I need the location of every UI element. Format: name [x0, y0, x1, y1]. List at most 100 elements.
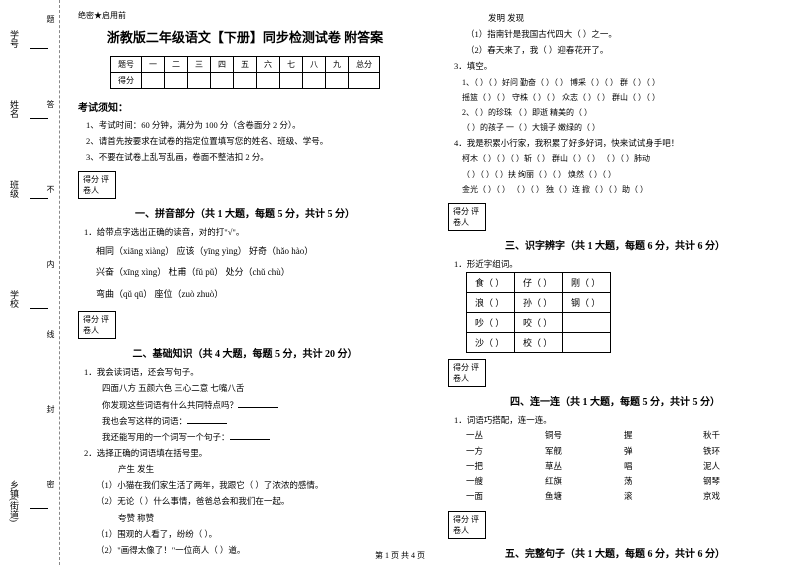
score-box-label: 得分 评卷人 [83, 314, 111, 336]
m: 一艘 [466, 474, 545, 489]
s-char-q: 1．形近字组词。 [454, 256, 782, 272]
m: 握 [624, 428, 703, 443]
match-row: 一方军舰弹铁环 [466, 444, 782, 459]
score-box-2: 得分 评卷人 [78, 311, 116, 339]
bind-label-0: 学号 [8, 30, 21, 48]
bind-label-2: 班级 [8, 180, 21, 198]
s-match-q: 1．词语巧搭配，连一连。 [454, 412, 782, 428]
m: 唱 [624, 459, 703, 474]
s2-q2: 2．选择正确的词语填在括号里。 [84, 445, 412, 461]
match-row: 一丛铜号握秋千 [466, 428, 782, 443]
m: 滚 [624, 489, 703, 504]
th: 题号 [111, 57, 142, 73]
binding-margin: 学号 姓名 班级 学校 乡镇(街道) 题 答 不 内 线 封 密 [0, 0, 60, 565]
score-box-label: 得分 评卷人 [453, 206, 481, 228]
m: 京戏 [703, 489, 782, 504]
s3-fill-l2: 摇篮（ ）（ ） 守株（ ）（ ） 众志（ ）（ ） 群山（ ）（ ） [462, 90, 782, 105]
section-1-title: 一、拼音部分（共 1 大题，每题 5 分，共计 5 分） [78, 205, 412, 220]
s2-q1a: 你发现这些词语有什么共同特点吗？ [102, 397, 412, 413]
ct: 钢（ ） [563, 293, 611, 313]
th: 八 [303, 57, 326, 73]
bind-line [30, 508, 48, 509]
right-column: 发明 发现 （1）指南针是我国古代四大（ ）之一。 （2）春天来了，我（ ）迎春… [430, 0, 800, 565]
s2-q1-words: 四面八方 五颜六色 三心二意 七嘴八舌 [102, 380, 412, 396]
ct: 食（ ） [467, 273, 515, 293]
m: 铁环 [703, 444, 782, 459]
blank-line [238, 398, 278, 408]
s3-q4-label: 4．我是积累小行家，我积累了好多好词，快来试试身手吧！ [454, 135, 782, 151]
pinyin-row-0: 相同（xiāng xiàng） 应该（yīng yìng） 好奇（hǎo hào… [96, 241, 412, 263]
ct: 沙（ ） [467, 333, 515, 353]
page-footer: 第 1 页 共 4 页 [0, 550, 800, 561]
vert-hint-2: 不 [45, 185, 56, 193]
match-row: 一面鱼塘滚京戏 [466, 489, 782, 504]
pinyin-row-1: 兴奋（xīng xìng） 杜甫（fǔ pǔ） 处分（chǔ chù） [96, 262, 412, 284]
s3-fill-l1: 1、（ ）（ ）好问 勤奋（ ）（ ） 博采（ ）（ ） 群（ ）（ ） [462, 75, 782, 90]
score-header-row: 题号 一 二 三 四 五 六 七 八 九 总分 [111, 57, 380, 73]
s1-q1: 1．给带点字选出正确的读音，对的打"√"。 [84, 224, 412, 240]
vert-hint-1: 答 [45, 100, 56, 108]
score-box-5: 得分 评卷人 [448, 511, 486, 539]
s3-q4-l2: （ ）（ ）（ ）扶 绚丽（ ）（ ） 焕然（ ）（ ） [462, 167, 782, 182]
char-table: 食（ ）仔（ ）刚（ ） 浪（ ）孙（ ）钢（ ） 吵（ ）咬（ ） 沙（ ）校… [466, 272, 611, 353]
s3-fill-label: 3．填空。 [454, 58, 782, 74]
th: 三 [188, 57, 211, 73]
s2-q1b-text: 我也会写这样的词语： [102, 416, 187, 426]
m: 一丛 [466, 428, 545, 443]
s2-q2-pair1: 产生 发生 [118, 461, 412, 477]
rt-pair: 发明 发现 [488, 10, 782, 26]
s3-q4-l1: 柯木（ ）（ ）（ ）斩（ ） 群山（ ）（ ） （ ）（ ）肺动 [462, 151, 782, 166]
exam-title: 浙教版二年级语文【下册】同步检测试卷 附答案 [78, 27, 412, 46]
ct: 刚（ ） [563, 273, 611, 293]
m: 一方 [466, 444, 545, 459]
score-box-label: 得分 评卷人 [453, 514, 481, 536]
s2-q2-l2: （2）无论（ ）什么事情，爸爸总会和我们在一起。 [96, 493, 412, 509]
blank-line [187, 414, 227, 424]
ct [563, 333, 611, 353]
score-value-row: 得分 [111, 73, 380, 89]
m: 一把 [466, 459, 545, 474]
th: 二 [165, 57, 188, 73]
match-row: 一把草丛唱泥人 [466, 459, 782, 474]
vert-hint-0: 题 [45, 15, 56, 23]
bind-line [30, 198, 48, 199]
notice-3: 3、不要在试卷上乱写乱画，卷面不整洁扣 2 分。 [86, 149, 412, 165]
score-box-3: 得分 评卷人 [448, 203, 486, 231]
s3-fill-l3: 2、（ ）的珍珠 （ ）即逝 精美的（ ） [462, 105, 782, 120]
score-box-label: 得分 评卷人 [453, 362, 481, 384]
rt-l2: （2）春天来了，我（ ）迎春花开了。 [466, 42, 782, 58]
s2-q1b: 我也会写这样的词语： [102, 413, 412, 429]
m: 秋千 [703, 428, 782, 443]
s2-q2-pair2: 夸赞 称赞 [118, 510, 412, 526]
vert-hint-6: 密 [45, 480, 56, 488]
ct: 咬（ ） [515, 313, 563, 333]
vert-hint-4: 线 [45, 330, 56, 338]
s2-q2-l1: （1）小猫在我们家生活了两年，我跟它（ ）了浓浓的感情。 [96, 477, 412, 493]
score-box-4: 得分 评卷人 [448, 359, 486, 387]
m: 铜号 [545, 428, 624, 443]
bind-label-4: 乡镇(街道) [8, 480, 21, 522]
bind-label-1: 姓名 [8, 100, 21, 118]
th: 一 [142, 57, 165, 73]
m: 荡 [624, 474, 703, 489]
m: 弹 [624, 444, 703, 459]
ct: 吵（ ） [467, 313, 515, 333]
th: 四 [211, 57, 234, 73]
s3-q4-l3: 金光（ ）（ ） （ ）（ ） 独（ ）连 掀（ ）（ ）助（ ） [462, 182, 782, 197]
m: 一面 [466, 489, 545, 504]
bind-line [30, 118, 48, 119]
pinyin-row-2: 弯曲（qǔ qū） 座位（zuò zhuò） [96, 284, 412, 306]
score-box-1: 得分 评卷人 [78, 171, 116, 199]
m: 红旗 [545, 474, 624, 489]
m: 鱼塘 [545, 489, 624, 504]
m: 钢琴 [703, 474, 782, 489]
bind-label-3: 学校 [8, 290, 21, 308]
match-row: 一艘红旗荡钢琴 [466, 474, 782, 489]
th: 七 [280, 57, 303, 73]
m: 泥人 [703, 459, 782, 474]
s2-q1c: 我还能写用的一个词写一个句子： [102, 429, 412, 445]
section-2-title: 二、基础知识（共 4 大题，每题 5 分，共计 20 分） [78, 345, 412, 360]
notice-1: 1、考试时间：60 分钟，满分为 100 分（含卷面分 2 分）。 [86, 117, 412, 133]
th: 六 [257, 57, 280, 73]
s2-q1: 1．我会读词语，还会写句子。 [84, 364, 412, 380]
